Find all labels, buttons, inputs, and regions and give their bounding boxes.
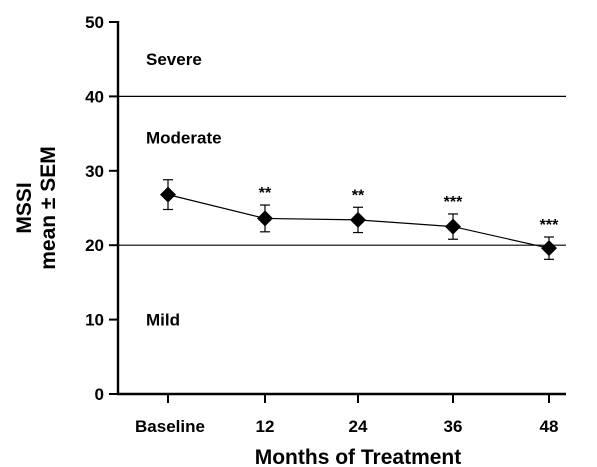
x-tick-label: 48 — [540, 417, 559, 436]
y-axis-title-line2: mean ± SEM — [37, 146, 60, 270]
y-tick-label: 0 — [95, 385, 104, 404]
y-tick-label: 50 — [85, 13, 104, 32]
zone-label-moderate: Moderate — [146, 128, 222, 147]
y-tick-label: 20 — [85, 236, 104, 255]
x-tick-label: Baseline — [135, 417, 205, 436]
significance-label: ** — [259, 185, 272, 202]
x-tick-label: 24 — [349, 417, 368, 436]
significance-label: *** — [540, 217, 559, 234]
significance-label: ** — [352, 187, 365, 204]
x-tick-label: 12 — [256, 417, 275, 436]
zone-label-mild: Mild — [146, 311, 180, 330]
axes — [116, 21, 566, 396]
series: ** ** ****** — [160, 179, 559, 260]
x-axis-title: Months of Treatment — [255, 446, 462, 467]
y-tick-label: 40 — [85, 87, 104, 106]
y-tick-label: 10 — [85, 311, 104, 330]
data-point-marker — [541, 240, 557, 257]
data-point-marker — [160, 186, 176, 203]
reference-lines — [118, 95, 566, 246]
data-point-marker — [350, 211, 366, 228]
data-point-marker — [257, 210, 273, 227]
significance-label: *** — [444, 194, 463, 211]
severity-zone-labels: Severe Moderate Mild — [146, 50, 222, 329]
y-axis-title: MSSI mean ± SEM — [13, 146, 60, 270]
zone-label-severe: Severe — [146, 50, 202, 69]
y-tick-label: 30 — [85, 162, 104, 181]
y-axis-title-line1: MSSI — [13, 182, 36, 233]
x-tick-label: 36 — [444, 417, 463, 436]
x-ticks: Baseline 12 24 36 48 — [135, 394, 558, 436]
y-ticks: 0 10 20 30 40 50 — [85, 13, 118, 404]
data-point-marker — [445, 218, 461, 235]
